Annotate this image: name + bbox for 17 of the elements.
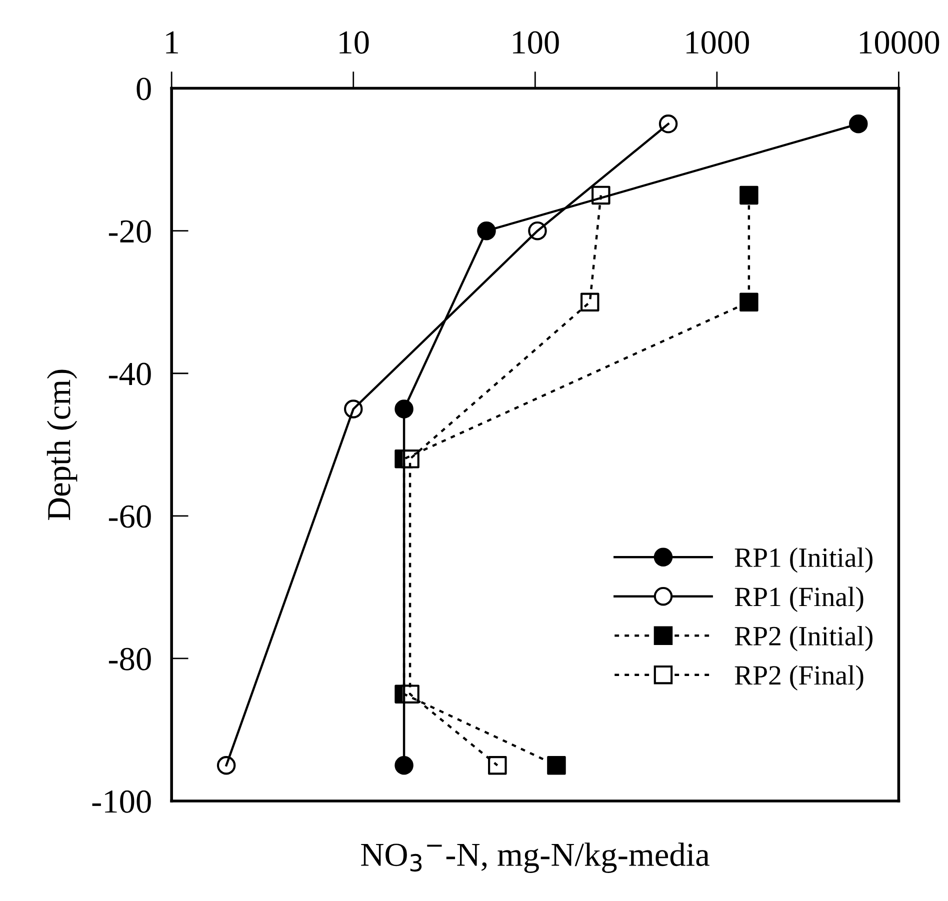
y-tick-label: -60 bbox=[108, 505, 151, 528]
y-tick-label: -100 bbox=[92, 790, 151, 813]
x-tick-label: 10 bbox=[340, 31, 369, 54]
x-axis-title: NO$_{3}$$^{−}$-N, mg-N/kg-media bbox=[361, 842, 710, 873]
y-tick-label: -20 bbox=[108, 220, 151, 243]
x-tick-label: 1000 bbox=[686, 31, 749, 54]
y-tick-label: -40 bbox=[108, 362, 151, 386]
legend-label: RP2 (Initial) bbox=[734, 626, 872, 652]
y-tick-label: -80 bbox=[108, 648, 151, 670]
legend-label: RP1 (Final) bbox=[734, 586, 864, 612]
legend-label: RP1 (Initial) bbox=[734, 548, 872, 573]
x-tick-label: 1 bbox=[166, 31, 178, 54]
y-tick-label: 0 bbox=[136, 78, 151, 100]
y-axis-title: Depth (cm) bbox=[46, 370, 78, 520]
x-tick-label: 10000 bbox=[860, 31, 940, 54]
legend-label: RP2 (Final) bbox=[734, 665, 864, 690]
x-tick-label: 100 bbox=[513, 31, 559, 54]
